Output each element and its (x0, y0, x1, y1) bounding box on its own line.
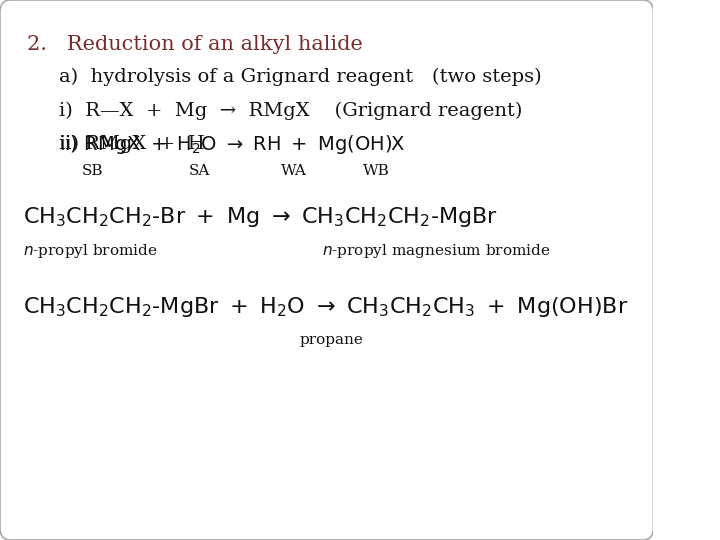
Text: WA: WA (282, 164, 307, 178)
Text: SA: SA (189, 164, 210, 178)
Text: propane: propane (300, 333, 364, 347)
Text: 2.   Reduction of an alkyl halide: 2. Reduction of an alkyl halide (27, 35, 363, 54)
Text: $\mathit{n}$-propyl bromide: $\mathit{n}$-propyl bromide (23, 242, 158, 260)
Text: $\mathrm{CH_3CH_2CH_2\text{-}Br\ +\ Mg\ \rightarrow\ CH_3CH_2CH_2\text{-}MgBr}$: $\mathrm{CH_3CH_2CH_2\text{-}Br\ +\ Mg\ … (23, 205, 498, 229)
Text: ii) RMgX  +  H: ii) RMgX + H (59, 135, 204, 153)
Text: WB: WB (363, 164, 390, 178)
Text: i)  R—X  +  Mg  →  RMgX    (Grignard reagent): i) R—X + Mg → RMgX (Grignard reagent) (59, 102, 523, 120)
Text: $\mathit{n}$-propyl magnesium bromide: $\mathit{n}$-propyl magnesium bromide (322, 242, 551, 260)
Text: a)  hydrolysis of a Grignard reagent   (two steps): a) hydrolysis of a Grignard reagent (two… (59, 68, 541, 86)
Text: SB: SB (81, 164, 103, 178)
Text: $\mathrm{CH_3CH_2CH_2\text{-}MgBr\ +\ H_2O\ \rightarrow\ CH_3CH_2CH_3\ +\ Mg(OH): $\mathrm{CH_3CH_2CH_2\text{-}MgBr\ +\ H_… (23, 295, 628, 319)
FancyBboxPatch shape (0, 0, 653, 540)
Text: $\mathrm{ii)\ RMgX\ +\ H_2O\ \rightarrow\ RH\ +\ Mg(OH)X}$: $\mathrm{ii)\ RMgX\ +\ H_2O\ \rightarrow… (59, 133, 405, 156)
